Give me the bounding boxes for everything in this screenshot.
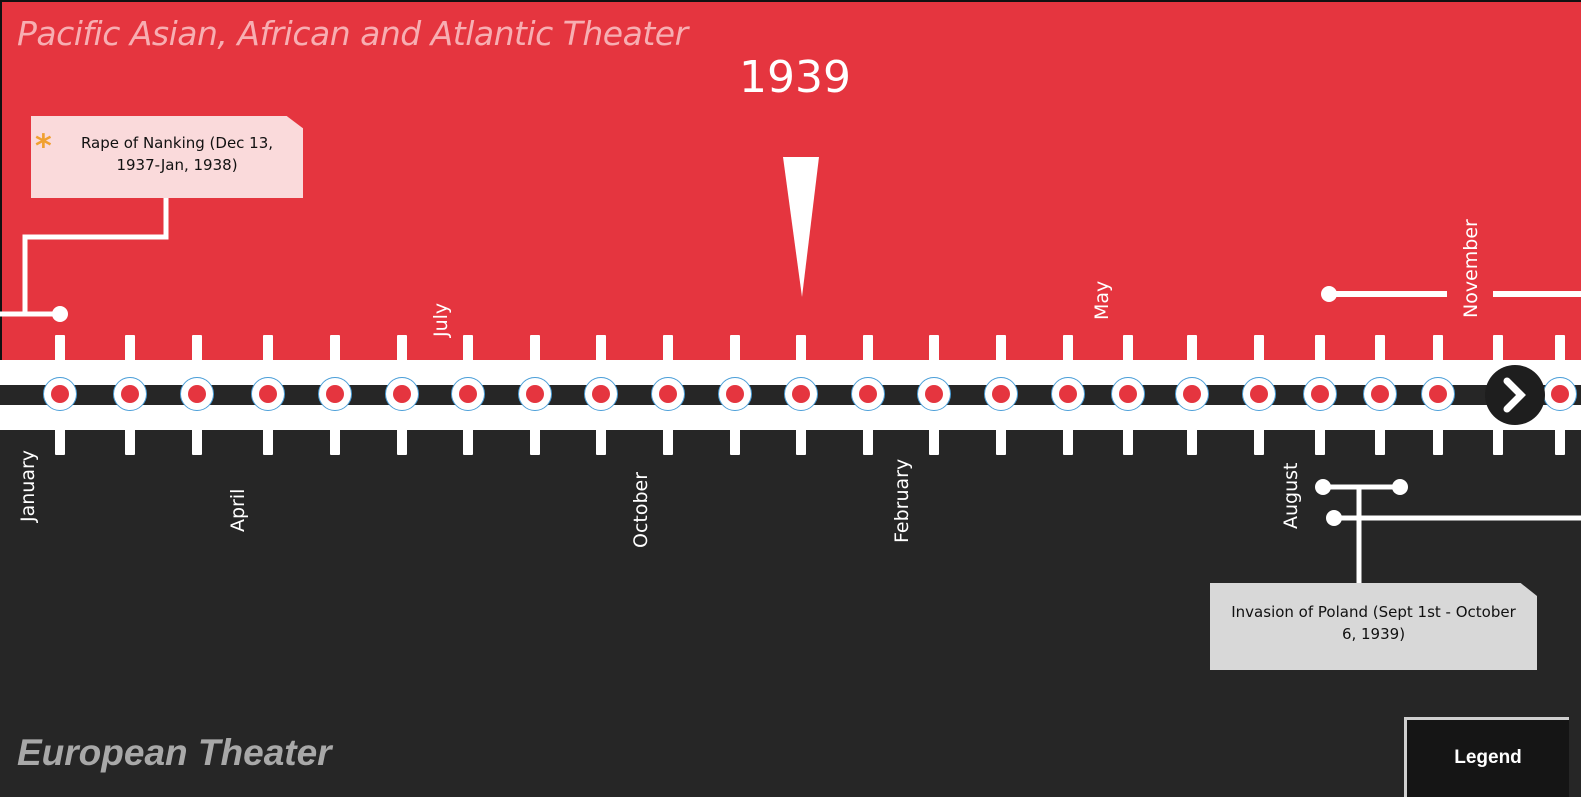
asterisk-icon: *	[35, 127, 52, 165]
tick-mark	[796, 429, 806, 455]
tick-mark	[1433, 335, 1443, 361]
tick-mark	[55, 429, 65, 455]
month-label-july: July	[430, 302, 452, 337]
timeline-marker[interactable]	[1303, 377, 1337, 411]
month-label-august: August	[1280, 462, 1302, 530]
tick-mark	[463, 429, 473, 455]
tick-mark	[263, 429, 273, 455]
tick-mark	[463, 335, 473, 361]
tick-mark	[192, 429, 202, 455]
tick-mark	[125, 429, 135, 455]
timeline-marker[interactable]	[1242, 377, 1276, 411]
european-theater-title: European Theater	[17, 732, 332, 773]
tick-mark	[1493, 335, 1503, 361]
timeline-marker[interactable]	[1175, 377, 1209, 411]
month-label-november: November	[1460, 219, 1482, 318]
timeline-marker[interactable]	[251, 377, 285, 411]
tick-mark	[1493, 429, 1503, 455]
timeline-marker[interactable]	[917, 377, 951, 411]
event-card-rape-of-nanking[interactable]: Rape of Nanking (Dec 13, 1937-Jan, 1938)	[31, 116, 303, 198]
timeline-marker[interactable]	[1421, 377, 1455, 411]
timeline-marker[interactable]	[451, 377, 485, 411]
tick-mark	[530, 429, 540, 455]
tick-mark	[663, 429, 673, 455]
event-title: Rape of Nanking (Dec 13, 1937-Jan, 1938)	[80, 134, 274, 174]
tick-mark	[1433, 429, 1443, 455]
tick-mark	[530, 335, 540, 361]
tick-mark	[1555, 335, 1565, 361]
tick-mark	[863, 335, 873, 361]
timeline-marker[interactable]	[784, 377, 818, 411]
timeline-marker[interactable]	[113, 377, 147, 411]
tick-mark	[863, 429, 873, 455]
timeline-marker[interactable]	[318, 377, 352, 411]
timeline-marker[interactable]	[1543, 377, 1577, 411]
tick-mark	[929, 429, 939, 455]
tick-mark	[192, 335, 202, 361]
tick-mark	[996, 429, 1006, 455]
tick-mark	[596, 429, 606, 455]
tick-mark	[1254, 429, 1264, 455]
month-label-april: April	[227, 488, 249, 532]
timeline-marker[interactable]	[984, 377, 1018, 411]
timeline-marker[interactable]	[1111, 377, 1145, 411]
tick-mark	[1315, 335, 1325, 361]
tick-mark	[730, 335, 740, 361]
tick-mark	[1375, 335, 1385, 361]
timeline-marker[interactable]	[718, 377, 752, 411]
tick-mark	[330, 429, 340, 455]
tick-mark	[596, 335, 606, 361]
tick-mark	[996, 335, 1006, 361]
timeline-marker[interactable]	[43, 377, 77, 411]
event-title: Invasion of Poland (Sept 1st - October 6…	[1231, 603, 1516, 643]
event-card-invasion-of-poland[interactable]: Invasion of Poland (Sept 1st - October 6…	[1210, 583, 1537, 670]
tick-mark	[1123, 335, 1133, 361]
chevron-right-icon	[1503, 377, 1526, 413]
tick-mark	[263, 335, 273, 361]
timeline-marker[interactable]	[584, 377, 618, 411]
tick-mark	[55, 335, 65, 361]
pacific-theater-title: Pacific Asian, African and Atlantic Thea…	[17, 14, 688, 53]
year-label: 1939	[739, 52, 851, 103]
month-label-may: May	[1091, 280, 1113, 320]
tick-mark	[663, 335, 673, 361]
month-label-october: October	[630, 471, 652, 548]
tick-mark	[330, 335, 340, 361]
tick-mark	[1123, 429, 1133, 455]
tick-mark	[397, 335, 407, 361]
timeline-marker[interactable]	[1051, 377, 1085, 411]
tick-mark	[796, 335, 806, 361]
timeline-marker[interactable]	[1363, 377, 1397, 411]
tick-mark	[1375, 429, 1385, 455]
timeline-marker[interactable]	[385, 377, 419, 411]
timeline-marker[interactable]	[651, 377, 685, 411]
tick-mark	[1254, 335, 1264, 361]
legend-label: Legend	[1454, 747, 1522, 768]
tick-mark	[1187, 335, 1197, 361]
tick-mark	[1063, 429, 1073, 455]
tick-mark	[929, 335, 939, 361]
month-label-january: January	[17, 449, 39, 522]
tick-mark	[1063, 335, 1073, 361]
month-label-february: February	[891, 458, 913, 543]
timeline-marker[interactable]	[851, 377, 885, 411]
tick-mark	[1187, 429, 1197, 455]
tick-mark	[730, 429, 740, 455]
tick-mark	[125, 335, 135, 361]
tick-mark	[1315, 429, 1325, 455]
next-button[interactable]	[1485, 365, 1545, 425]
timeline-marker[interactable]	[518, 377, 552, 411]
timeline-marker[interactable]	[180, 377, 214, 411]
tick-mark	[397, 429, 407, 455]
current-position-indicator	[783, 157, 819, 297]
legend-button[interactable]: Legend	[1404, 717, 1569, 797]
tick-mark	[1555, 429, 1565, 455]
